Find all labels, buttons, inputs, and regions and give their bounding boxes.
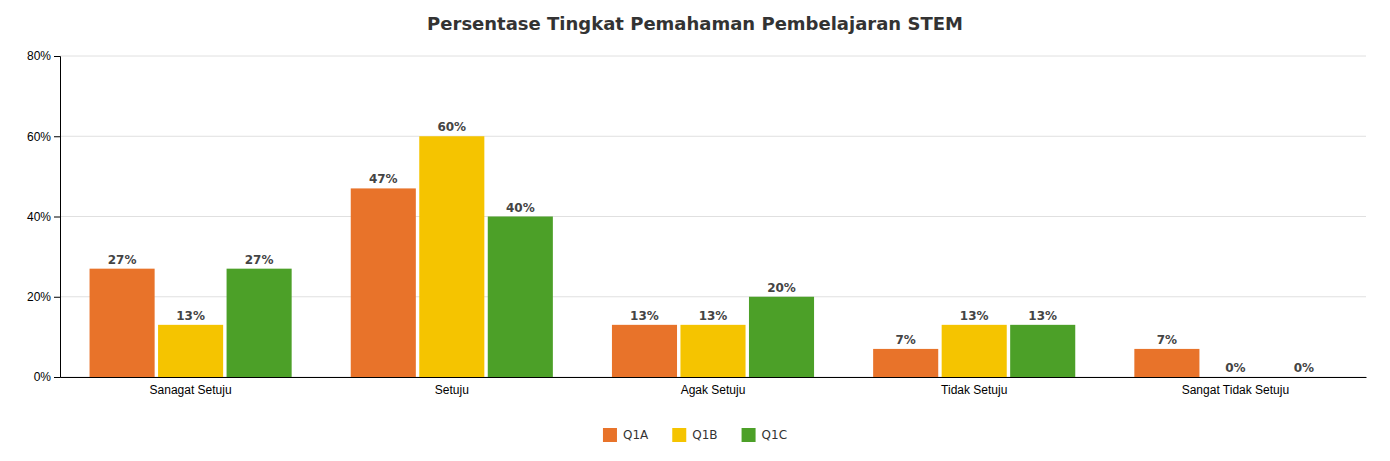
legend-item: Q1B [672,428,717,442]
axis-domain [61,377,1367,378]
bar [1010,325,1075,377]
y-tick-mark [54,377,60,378]
data-label: 13% [630,309,659,323]
y-tick: 0% [34,370,60,384]
legend-swatch [742,428,756,442]
bar [1203,377,1268,378]
bar-series [158,136,1007,377]
x-tick-label: Tidak Setuju [941,383,1007,397]
bar [227,269,292,377]
y-tick: 80% [27,49,60,63]
data-label: 13% [176,309,205,323]
bars [90,136,1200,377]
x-tick-label: Setuju [435,383,469,397]
grid-line [60,136,1366,137]
bar [680,325,745,377]
y-tick: 40% [27,210,60,224]
grid-line [60,216,1366,217]
bar [749,297,814,377]
x-tick: Tidak Setuju [941,383,1007,397]
legend: Q1A Q1B Q1C [603,428,787,442]
bar [488,217,553,378]
bar [351,188,416,377]
legend-label: Q1C [762,428,787,442]
data-label: 47% [369,172,398,186]
x-axis: Sanagat Setuju Setuju Agak Setuju Tidak Set… [61,378,1367,397]
bar-series [90,188,1200,377]
y-tick-label: 0% [34,370,52,384]
legend-label: Q1B [692,428,717,442]
bar [1271,377,1336,378]
legend-swatch [603,428,617,442]
bar [158,325,223,377]
y-tick-label: 80% [27,49,51,63]
data-label: 7% [1157,333,1177,347]
y-tick: 20% [27,290,60,304]
grid-line [60,56,1366,57]
x-tick: Sangat Tidak Setuju [1182,383,1289,397]
title: Persentase Tingkat Pemahaman Pembelajara… [427,13,963,34]
y-axis: 0% 20% 40% 60% 80% [27,49,61,384]
legend-label: Q1A [623,428,649,442]
data-label: 60% [437,120,466,134]
y-tick-label: 20% [27,290,51,304]
grid [60,56,1366,377]
data-label: 27% [108,253,137,267]
legend-item: Q1C [742,428,787,442]
data-label: 20% [767,281,796,295]
y-tick-label: 40% [27,210,51,224]
data-label: 13% [699,309,728,323]
x-tick-label: Sangat Tidak Setuju [1182,383,1289,397]
legend-item: Q1A [603,428,649,442]
x-tick-label: Sanagat Setuju [150,383,232,397]
bar [90,269,155,377]
data-label: 13% [1028,309,1057,323]
x-tick: Sanagat Setuju [150,383,232,397]
y-tick-mark [54,217,60,218]
bar [612,325,677,377]
y-tick-label: 60% [27,130,51,144]
y-tick-mark [54,56,60,57]
data-label: 40% [506,201,535,215]
bar [419,136,484,377]
data-label: 13% [960,309,989,323]
data-label: 0% [1294,361,1314,375]
data-labels: 27% 47% 13% 7% 7% 13% 60% 13% 13% 0% 27% 40% 20% 13% 0… [108,120,1314,375]
data-label: 27% [245,253,274,267]
y-tick-mark [54,136,60,137]
x-tick-label: Agak Setuju [681,383,746,397]
plot: 0% 20% 40% 60% 80% Sanagat Setuju Setuju Agak S… [27,49,1367,396]
x-tick: Agak Setuju [681,383,746,397]
y-tick-mark [54,297,60,298]
data-label: 7% [896,333,916,347]
bar [873,349,938,377]
bar [942,325,1007,377]
bar-series [227,217,1076,378]
bar [1134,349,1199,377]
data-label: 0% [1225,361,1245,375]
axis-domain [54,57,61,378]
y-tick: 60% [27,130,60,144]
legend-swatch [672,428,686,442]
chart: 0% 20% 40% 60% 80% Sanagat Setuju Setuju Agak S… [0,0,1390,461]
x-tick: Setuju [435,383,469,397]
